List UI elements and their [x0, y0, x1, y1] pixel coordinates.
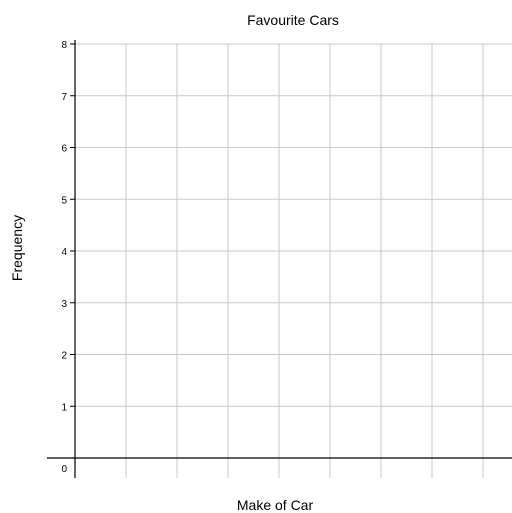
- y-tick-label: 4: [61, 247, 67, 258]
- y-tick-label: 6: [61, 144, 67, 155]
- y-tick-label: 7: [61, 92, 67, 103]
- chart-title: Favourite Cars: [247, 12, 339, 28]
- y-tick-label: 0: [61, 464, 67, 475]
- y-tick-label: 5: [61, 195, 67, 206]
- x-axis-label: Make of Car: [237, 497, 314, 513]
- y-tick-label: 1: [61, 402, 67, 413]
- axes: [47, 40, 512, 478]
- y-axis-label: Frequency: [9, 215, 25, 281]
- y-ticks: 0 1 2 3 4 5 6 7 8: [61, 40, 75, 475]
- y-tick-label: 2: [61, 351, 67, 362]
- y-tick-label: 8: [61, 40, 67, 51]
- grid: [75, 43, 512, 478]
- y-tick-label: 3: [61, 299, 67, 310]
